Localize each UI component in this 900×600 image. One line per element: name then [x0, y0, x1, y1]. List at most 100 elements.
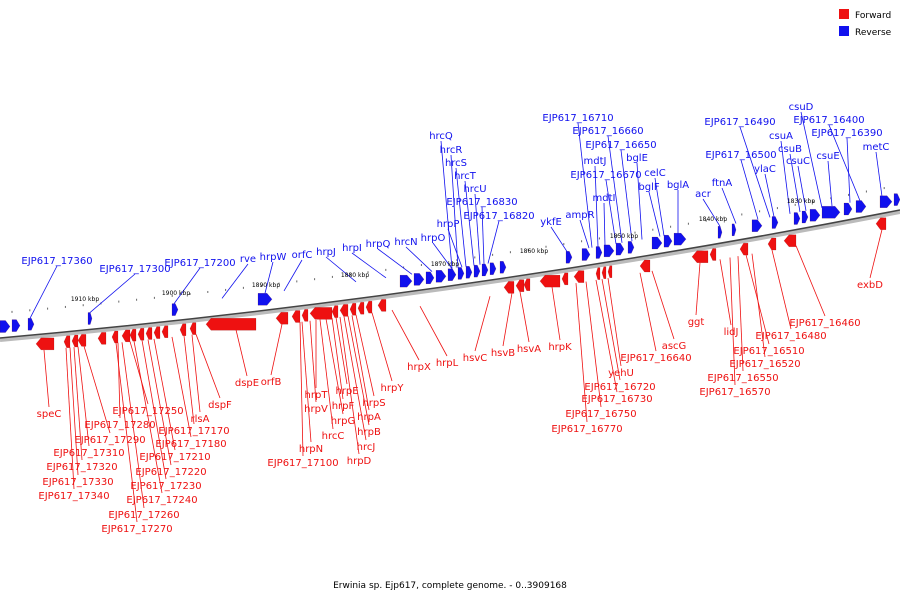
gene-label-ejp617-17100: EJP617_17100 — [267, 458, 338, 469]
gene-arrow — [435, 270, 447, 283]
gene-connector — [795, 245, 826, 317]
gene-label-ejp617-17250: EJP617_17250 — [112, 406, 183, 417]
gene-connector — [519, 291, 530, 343]
legend-forward-swatch — [839, 9, 849, 19]
gene-connector — [343, 316, 367, 441]
gene-connector — [464, 180, 475, 266]
gene-arrow — [843, 202, 853, 216]
gene-connector — [299, 321, 304, 457]
gene-connector — [702, 198, 721, 227]
gene-connector — [377, 248, 413, 275]
gene-label-hrpy: hrpY — [381, 383, 405, 394]
gene-connector — [764, 173, 775, 217]
gene-label-ejp617-16730: EJP617_16730 — [581, 394, 652, 405]
gene-label-mdti: mdtI — [593, 193, 616, 204]
gene-connector — [579, 219, 590, 249]
gene-label-hrcc: hrcC — [322, 431, 345, 442]
gene-label-bglf: bglF — [638, 182, 659, 193]
gene-connector — [771, 249, 792, 330]
gene-connector — [121, 342, 145, 509]
gene-connector — [65, 347, 75, 490]
gene-arrow — [663, 234, 673, 248]
scale-label: 1870 kbp — [431, 261, 459, 268]
gene-arrow — [771, 216, 779, 229]
gene-connector — [29, 265, 58, 319]
gene-arrow — [121, 329, 131, 343]
scale-labels: 1910 kbp 1900 kbp 1890 kbp 1880 kbp 1870 kbp… — [71, 198, 815, 303]
gene-arrow — [875, 217, 887, 230]
gene-label-ejp617-16710: EJP617_16710 — [542, 113, 613, 124]
gene-connector — [440, 140, 453, 269]
gene-arrow — [457, 267, 465, 280]
gene-label-hrcs: hrcS — [445, 158, 467, 169]
gene-connector — [43, 349, 50, 408]
gene-connector — [77, 346, 90, 447]
gene-connector — [474, 193, 481, 265]
gene-arrow — [739, 242, 749, 256]
gene-label-hrpe: hrpE — [335, 386, 358, 397]
gene-arrow — [275, 311, 289, 325]
gene-label-ejp617-16830: EJP617_16830 — [446, 197, 517, 208]
gene-connector — [636, 162, 643, 240]
gene-connector — [603, 202, 606, 246]
gene-arrow — [523, 278, 531, 291]
gene-connector — [739, 126, 771, 218]
gene-arrow — [767, 237, 777, 251]
gene-connector — [585, 281, 602, 408]
gene-connector — [235, 329, 248, 377]
gene-label-rlsa: rlsA — [191, 414, 210, 425]
gene-label-ejp617-16500: EJP617_16500 — [705, 150, 776, 161]
gene-label-ascg: ascG — [662, 341, 687, 352]
gene-connector — [828, 124, 861, 201]
gene-arrow — [607, 265, 613, 278]
gene-arrow — [11, 319, 21, 332]
gene-connector — [73, 347, 83, 461]
gene-connector — [502, 292, 513, 347]
gene-arrow — [301, 309, 309, 322]
gene-label-ejp617-16660: EJP617_16660 — [572, 126, 643, 137]
gene-connector — [325, 256, 357, 283]
gene-connector — [751, 253, 766, 358]
gene-connector — [737, 256, 744, 372]
gene-connector — [639, 272, 657, 352]
gene-label-hrpj: hrpJ — [316, 247, 336, 258]
gene-connector — [339, 316, 360, 455]
gene-arrow — [77, 334, 87, 347]
gene-arrow — [751, 219, 763, 233]
gene-label-hrcr: hrcR — [440, 145, 463, 156]
gene-label-ejp617-17290: EJP617_17290 — [74, 435, 145, 446]
gene-connector — [283, 259, 303, 292]
gene-arrow — [573, 270, 585, 283]
gene-connector — [455, 167, 467, 267]
gene-arrow — [205, 318, 257, 331]
gene-arrow — [879, 195, 893, 208]
gene-arrow — [339, 304, 349, 317]
gene-label-ftna: ftnA — [712, 178, 733, 189]
gene-label-ejp617-17210: EJP617_17210 — [139, 452, 210, 463]
gene-arrow — [615, 242, 625, 256]
gene-label-ggt: ggt — [688, 317, 705, 328]
gene-label-hrpi: hrpI — [342, 243, 362, 254]
gene-connector — [605, 179, 617, 244]
gene-label-ejp617-17360: EJP617_17360 — [21, 256, 92, 267]
gene-arrow — [793, 212, 801, 225]
gene-arrow — [489, 262, 497, 276]
gene-label-ejp617-17300: EJP617_17300 — [99, 264, 170, 275]
gene-label-dspf: dspF — [208, 400, 232, 411]
gene-label-ejp617-16480: EJP617_16480 — [755, 331, 826, 342]
gene-label-hsvb: hsvB — [491, 348, 515, 359]
gene-connector — [797, 165, 807, 211]
scale-label: 1860 kbp — [520, 248, 548, 255]
gene-label-hrpg: hrpG — [331, 416, 356, 427]
gene-connector — [129, 341, 149, 405]
gene-connector — [325, 318, 344, 415]
gene-arrow — [137, 328, 145, 341]
gene-arrow — [855, 200, 867, 213]
gene-arrow — [349, 302, 357, 316]
gene-connector — [487, 220, 500, 264]
gene-arrow — [331, 305, 339, 318]
gene-label-acr: acr — [695, 189, 712, 200]
gene-arrow — [27, 317, 35, 331]
gene-label-csuc: csuC — [786, 156, 810, 167]
gene-connector — [270, 324, 283, 376]
